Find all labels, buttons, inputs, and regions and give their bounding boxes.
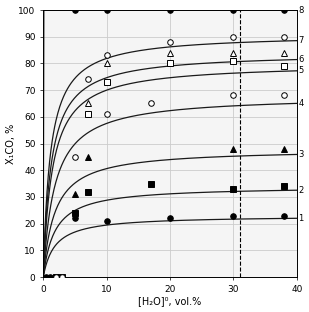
Text: 7: 7 bbox=[298, 36, 303, 45]
Text: 8: 8 bbox=[298, 6, 303, 15]
Text: 3: 3 bbox=[298, 150, 303, 159]
Text: 2: 2 bbox=[298, 186, 303, 195]
Text: 1: 1 bbox=[298, 214, 303, 223]
X-axis label: [H₂O]⁰, vol.%: [H₂O]⁰, vol.% bbox=[138, 296, 202, 306]
Y-axis label: X₁CO, %: X₁CO, % bbox=[6, 124, 15, 164]
Text: 5: 5 bbox=[298, 66, 303, 75]
Text: 4: 4 bbox=[298, 99, 303, 108]
Text: 6: 6 bbox=[298, 55, 303, 64]
